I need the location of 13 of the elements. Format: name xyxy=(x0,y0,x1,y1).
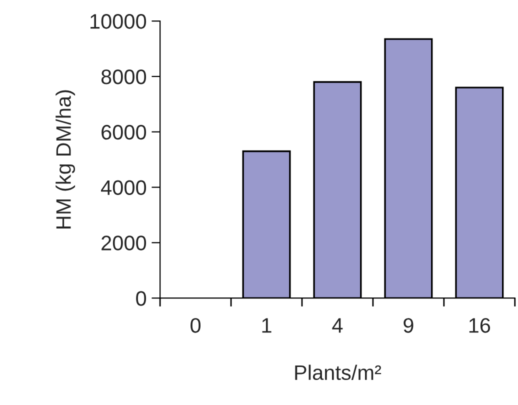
x-tick-label: 0 xyxy=(190,318,201,333)
y-tick-label: 2000 xyxy=(102,236,146,250)
y-tick-label: 10000 xyxy=(90,14,146,29)
x-tick-label: 1 xyxy=(262,318,272,333)
x-tick-label: 9 xyxy=(404,318,414,333)
y-tick-label: 6000 xyxy=(102,124,146,140)
y-tick-label: 4000 xyxy=(101,180,146,196)
x-axis-title: Plants/m² xyxy=(295,364,382,380)
y-tick-label: 8000 xyxy=(101,69,146,84)
y-axis-title: HM (kg DM/ha) xyxy=(56,90,76,228)
y-tick-label: 0 xyxy=(136,291,146,306)
x-tick-label: 4 xyxy=(332,318,343,333)
x-tick-label: 16 xyxy=(469,318,490,333)
